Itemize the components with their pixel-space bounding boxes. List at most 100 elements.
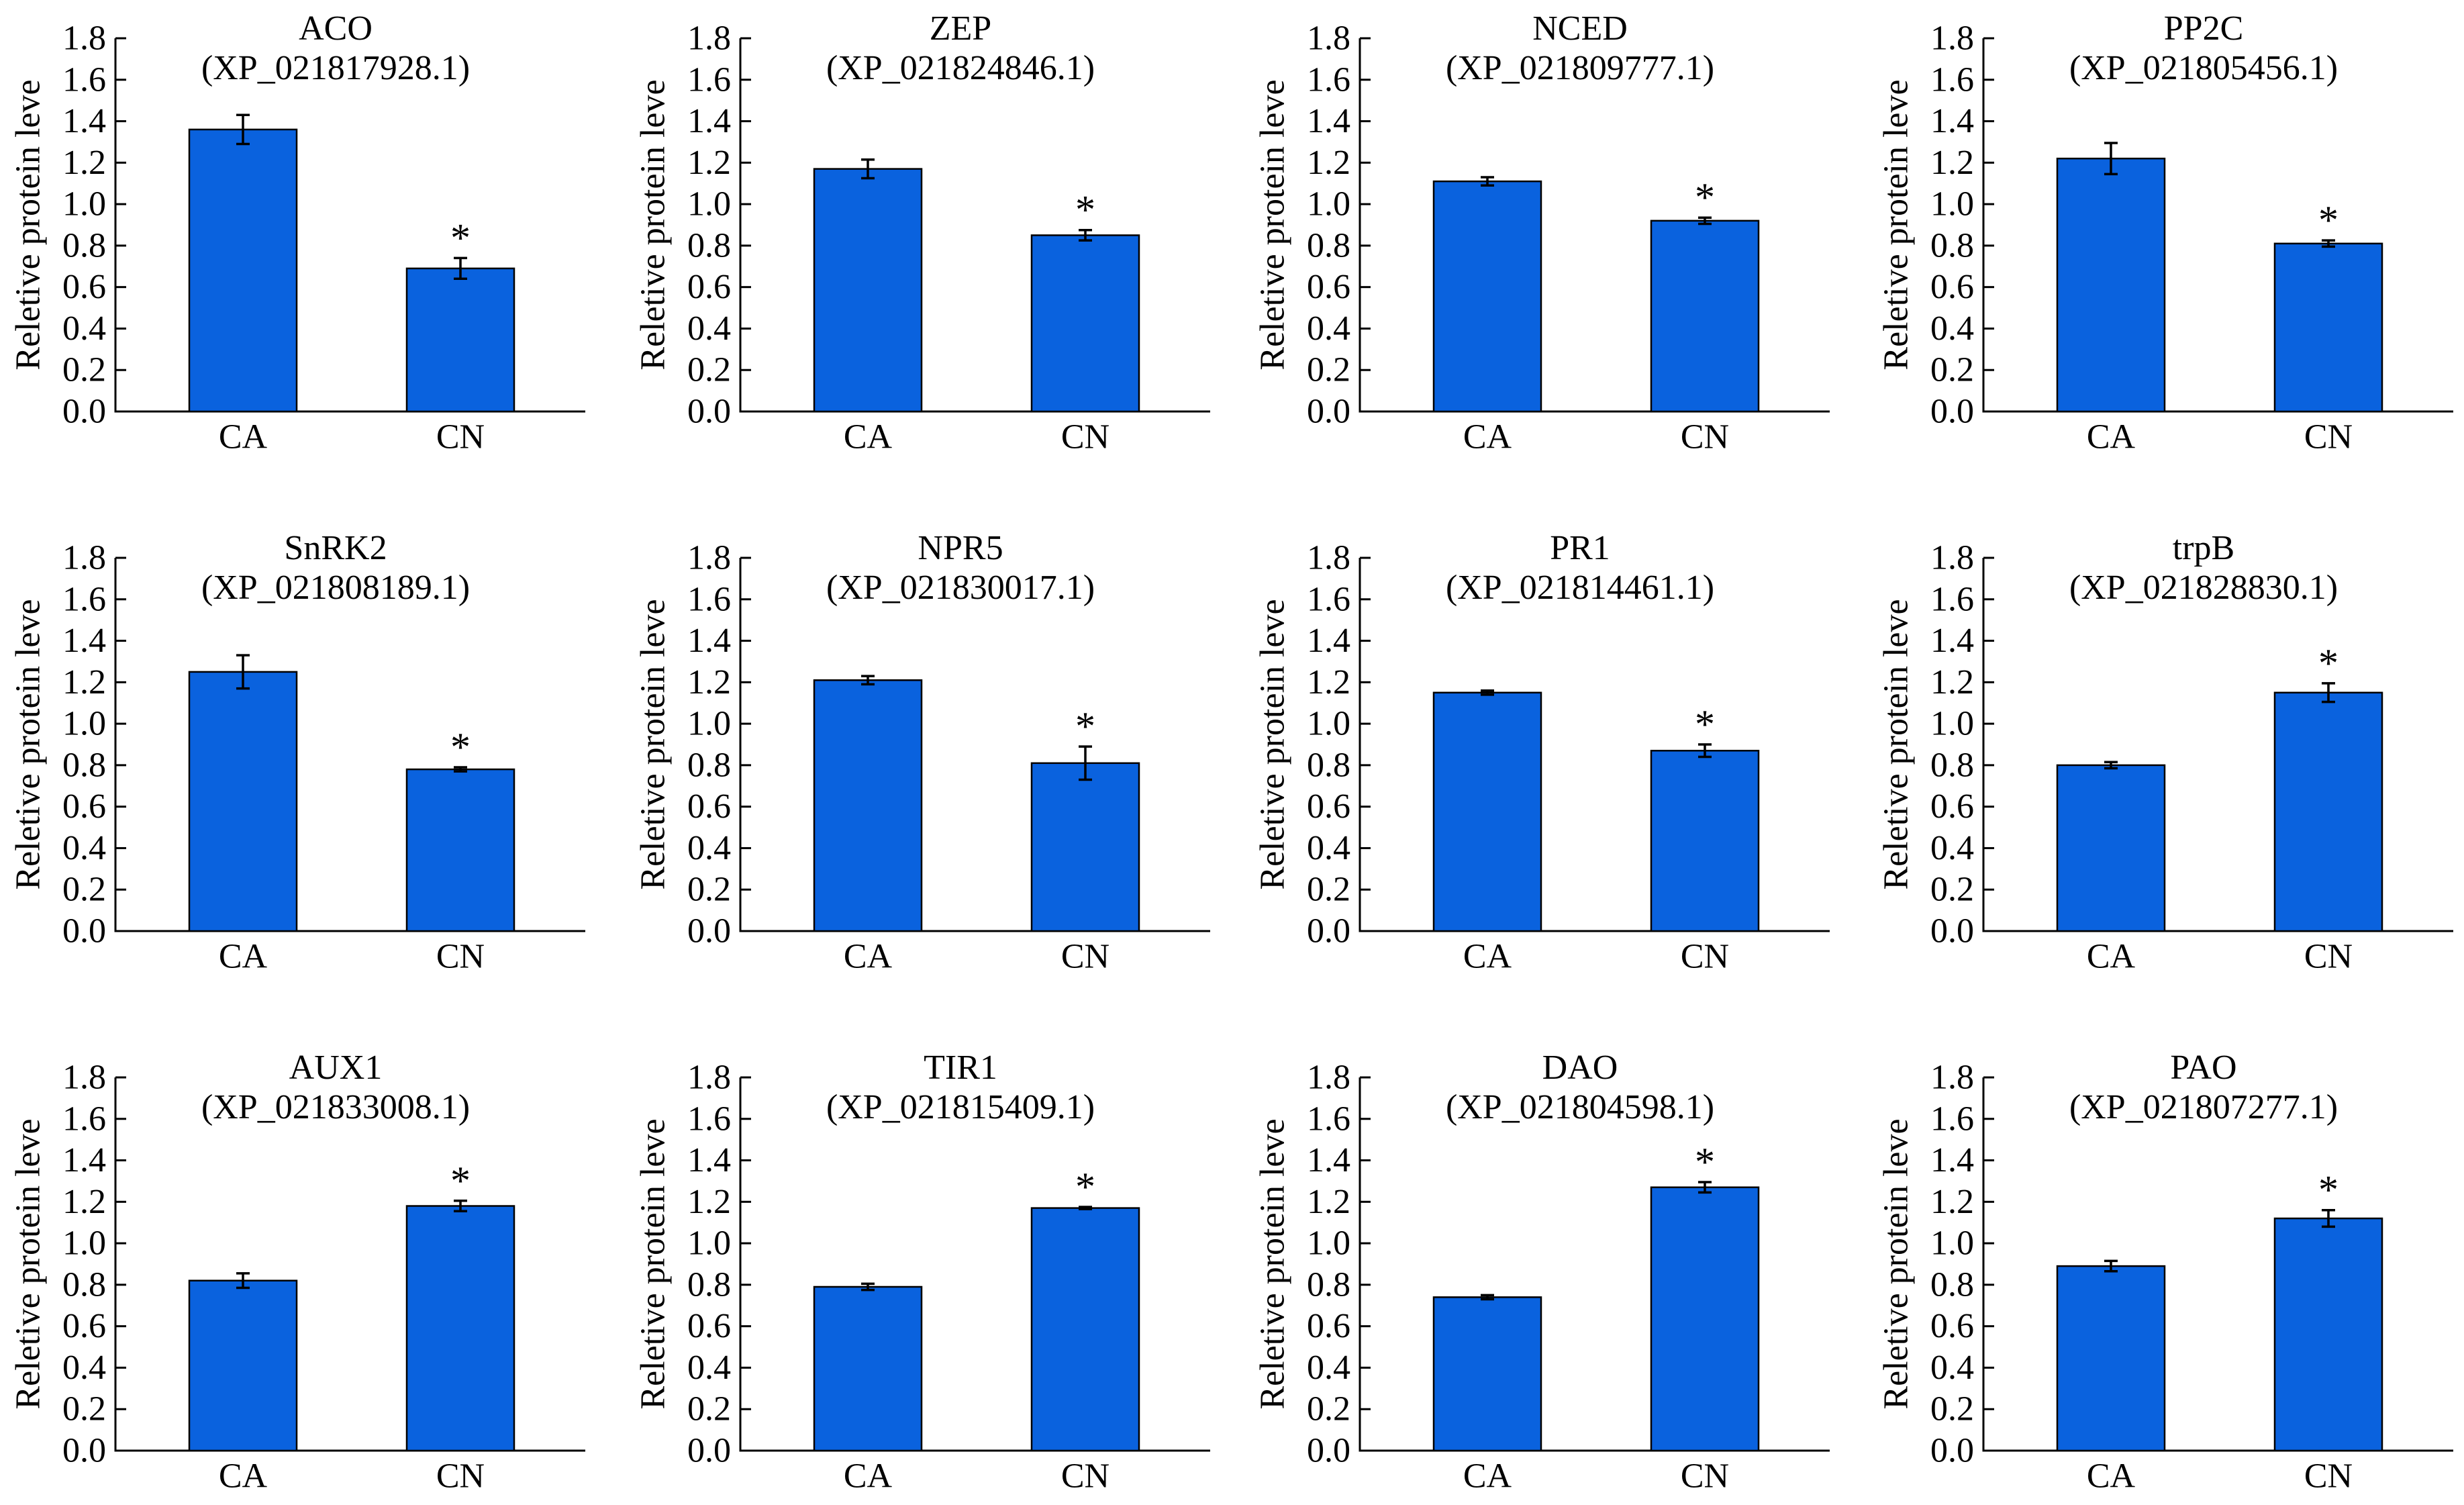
chart-title: ACO	[299, 9, 373, 48]
y-tick-label: 1.6	[1930, 580, 1974, 618]
chart-panel-trpb: trpB(XP_021828830.1) Reletive protein lev…	[1877, 529, 2453, 976]
y-tick-label: 1.0	[687, 1224, 731, 1263]
y-tick-label: 0.6	[62, 268, 106, 306]
x-tick-label: CA	[219, 418, 268, 456]
y-tick-label: 1.8	[1930, 539, 1974, 577]
y-tick-label: 0.0	[1930, 393, 1974, 431]
x-tick-label: CA	[844, 1457, 893, 1496]
bar-cn	[405, 1205, 515, 1452]
y-tick-label: 1.6	[1930, 1100, 1974, 1138]
y-tick-label: 1.2	[62, 1183, 106, 1221]
y-tick-label: 1.6	[62, 1100, 106, 1138]
y-tick-label: 0.8	[62, 746, 106, 784]
y-tick-label: 1.6	[1930, 60, 1974, 99]
y-tick-label: 0.2	[1930, 351, 1974, 389]
y-tick-label: 0.8	[1307, 746, 1350, 784]
chart-subtitle: (XP_021830017.1)	[826, 569, 1095, 607]
y-axis-label: Reletive protein leve	[634, 1118, 673, 1409]
bar-ca	[2056, 157, 2166, 413]
y-tick-label: 0.4	[687, 309, 731, 348]
significance-marker: *	[1695, 175, 1715, 220]
significance-marker: *	[2318, 1168, 2338, 1212]
chart-panel-snrk2: SnRK2(XP_021808189.1) Reletive protein le…	[9, 529, 585, 976]
y-tick-label: 0.2	[687, 351, 731, 389]
y-tick-label: 1.8	[1930, 19, 1974, 58]
bar-ca	[188, 671, 298, 932]
significance-marker: *	[450, 725, 471, 769]
y-tick-label: 0.6	[1307, 787, 1350, 826]
chart-panel-aux1: AUX1(XP_021833008.1) Reletive protein lev…	[9, 1049, 585, 1496]
significance-marker: *	[2318, 198, 2338, 242]
chart-subtitle: (XP_021824846.1)	[826, 49, 1095, 87]
chart-panel-tir1: TIR1(XP_021815409.1) Reletive protein lev…	[634, 1049, 1210, 1496]
y-tick-label: 0.8	[1930, 1265, 1974, 1304]
y-tick-label: 0.6	[1930, 268, 1974, 306]
y-tick-label: 1.6	[687, 580, 731, 618]
x-tick-label: CN	[2304, 418, 2353, 456]
bar-ca	[1432, 180, 1542, 413]
y-tick-label: 1.0	[1930, 185, 1974, 224]
chart-panel-pr1: PR1(XP_021814461.1) Reletive protein leve…	[1254, 529, 1830, 976]
x-tick-label: CA	[219, 1457, 268, 1496]
bar-ca	[2056, 1265, 2166, 1452]
y-axis-label: Reletive protein leve	[1877, 1118, 1916, 1409]
x-tick-label: CA	[2087, 1457, 2136, 1496]
y-tick-label: 0.2	[1930, 1390, 1974, 1428]
x-tick-label: CN	[1061, 938, 1110, 976]
x-tick-label: CN	[1061, 418, 1110, 456]
x-tick-label: CN	[436, 938, 485, 976]
bar-cn	[1650, 220, 1760, 413]
x-tick-label: CA	[1463, 938, 1512, 976]
chart-panel-pp2c: PP2C(XP_021805456.1) Reletive protein lev…	[1877, 9, 2453, 456]
chart-title: TIR1	[924, 1049, 997, 1087]
chart-title: PP2C	[2164, 9, 2244, 48]
y-tick-label: 1.6	[1307, 580, 1350, 618]
significance-marker: *	[2318, 641, 2338, 685]
y-tick-label: 1.4	[1930, 102, 1974, 140]
y-tick-label: 0.0	[62, 393, 106, 431]
y-tick-label: 1.0	[62, 185, 106, 224]
y-tick-label: 1.2	[687, 1183, 731, 1221]
chart-title: AUX1	[289, 1049, 383, 1087]
y-tick-label: 0.0	[62, 912, 106, 951]
x-tick-label: CA	[2087, 418, 2136, 456]
chart-title: PR1	[1550, 529, 1610, 567]
bar-ca	[188, 128, 298, 413]
bar-ca	[1432, 691, 1542, 932]
chart-subtitle: (XP_021828830.1)	[2069, 569, 2338, 607]
y-tick-label: 1.8	[62, 539, 106, 577]
significance-marker: *	[450, 215, 471, 260]
y-tick-label: 0.6	[1930, 1307, 1974, 1345]
chart-title: DAO	[1542, 1049, 1618, 1087]
y-tick-label: 1.2	[1930, 144, 1974, 182]
y-tick-label: 1.8	[1930, 1059, 1974, 1097]
y-axis-label: Reletive protein leve	[1254, 1118, 1292, 1409]
y-tick-label: 1.2	[1307, 1183, 1350, 1221]
significance-marker: *	[1075, 1165, 1095, 1209]
y-tick-label: 1.0	[62, 1224, 106, 1263]
bar-ca	[813, 679, 923, 932]
y-tick-label: 1.8	[687, 19, 731, 58]
x-tick-label: CA	[844, 418, 893, 456]
bar-cn	[1650, 750, 1760, 932]
y-tick-label: 0.4	[62, 309, 106, 348]
x-tick-label: CN	[1681, 418, 1729, 456]
y-tick-label: 0.0	[1930, 912, 1974, 951]
y-tick-label: 1.4	[62, 102, 106, 140]
y-tick-label: 0.0	[1307, 912, 1350, 951]
y-tick-label: 0.2	[62, 871, 106, 909]
significance-marker: *	[1695, 702, 1715, 746]
y-axis-label: Reletive protein leve	[1877, 79, 1916, 370]
bar-cn	[2273, 1217, 2383, 1452]
y-tick-label: 1.0	[1930, 705, 1974, 743]
y-tick-label: 1.8	[1307, 539, 1350, 577]
y-tick-label: 1.4	[1307, 102, 1350, 140]
y-tick-label: 1.2	[1930, 1183, 1974, 1221]
bar-cn	[2273, 691, 2383, 932]
y-tick-label: 1.2	[1307, 144, 1350, 182]
x-tick-label: CN	[2304, 1457, 2353, 1496]
y-tick-label: 0.2	[687, 1390, 731, 1428]
chart-subtitle: (XP_021817928.1)	[201, 49, 470, 87]
significance-marker: *	[1695, 1140, 1715, 1184]
